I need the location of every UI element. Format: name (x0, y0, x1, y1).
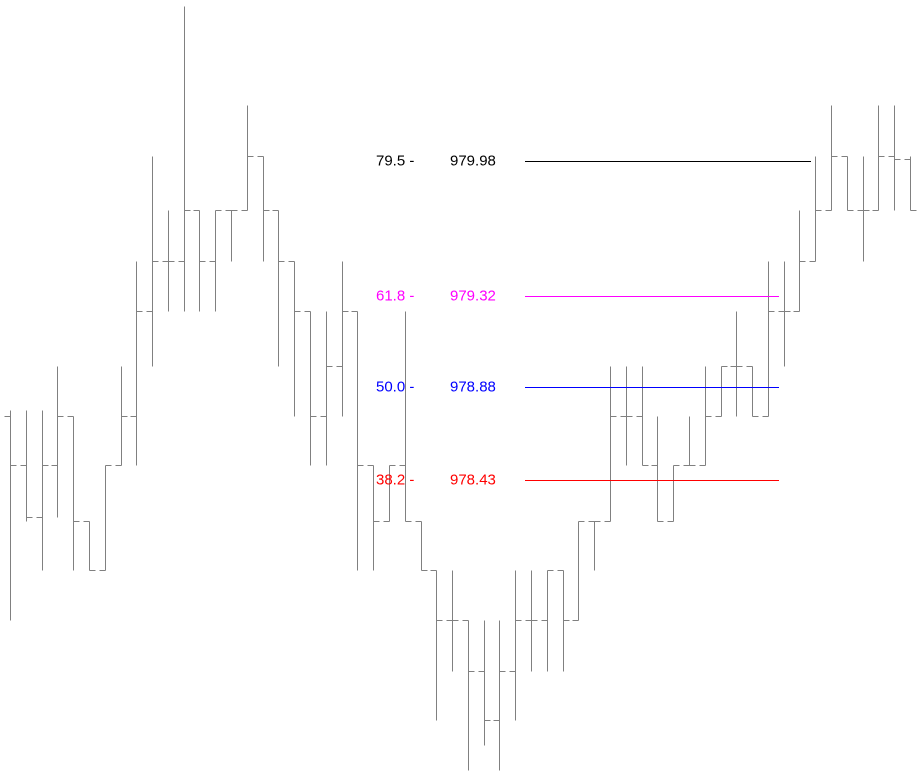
fib-level-ratio: 50.0 - (376, 378, 414, 395)
fib-level-ratio: 79.5 - (376, 152, 414, 169)
fib-level-ratio: 61.8 - (376, 287, 414, 304)
fib-level-value: 978.88 (450, 378, 496, 395)
fib-level-value: 978.43 (450, 471, 496, 488)
fib-level-value: 979.32 (450, 287, 496, 304)
fib-level-value: 979.98 (450, 152, 496, 169)
fib-level-ratio: 38.2 - (376, 471, 414, 488)
